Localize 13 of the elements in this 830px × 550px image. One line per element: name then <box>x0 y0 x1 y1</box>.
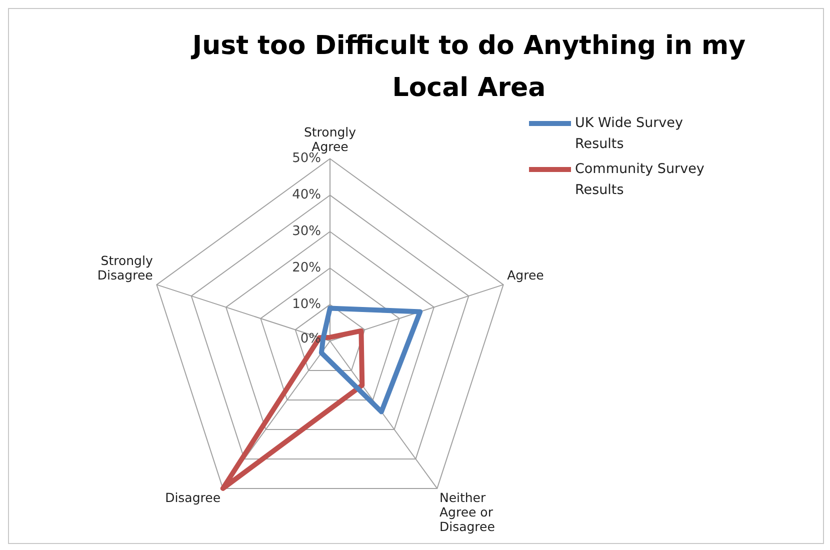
spoke-label: Neither Agree or Disagree <box>439 490 496 534</box>
y-tick-label: 10% <box>292 296 321 312</box>
y-tick-label: 40% <box>292 188 321 203</box>
y-tick-label: 50% <box>292 151 321 166</box>
legend-label: Community Survey Results <box>575 160 706 200</box>
spoke-label: Disagree <box>165 490 221 506</box>
spoke-label: Agree <box>507 268 544 283</box>
spoke-label: Strongly Disagree <box>97 253 154 283</box>
spoke-label: Strongly Agree <box>304 124 357 154</box>
legend-label: UK Wide Survey Results <box>575 114 684 154</box>
y-tick-label: 30% <box>292 224 321 240</box>
chart-title: Just too Difficult to do Anything in my Local Area <box>190 30 747 105</box>
y-tick-label: 20% <box>292 260 321 276</box>
